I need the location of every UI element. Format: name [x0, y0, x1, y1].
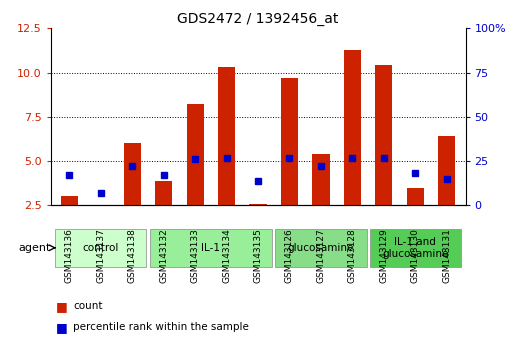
- Bar: [312, 154, 329, 205]
- FancyBboxPatch shape: [369, 229, 460, 267]
- Bar: [343, 50, 360, 205]
- Text: GSM143136: GSM143136: [65, 228, 74, 283]
- Text: GSM143134: GSM143134: [222, 228, 231, 283]
- Bar: [218, 67, 235, 205]
- Text: GSM143130: GSM143130: [410, 228, 419, 283]
- FancyBboxPatch shape: [275, 229, 366, 267]
- Bar: [155, 181, 172, 205]
- Text: IL-1 and
glucosamine: IL-1 and glucosamine: [381, 237, 447, 259]
- Bar: [249, 204, 266, 205]
- Bar: [406, 188, 423, 205]
- Text: ■: ■: [56, 321, 67, 334]
- Text: GSM143126: GSM143126: [284, 228, 293, 283]
- Bar: [437, 136, 454, 205]
- Bar: [280, 78, 297, 205]
- Text: GSM143129: GSM143129: [379, 228, 387, 283]
- FancyBboxPatch shape: [149, 229, 272, 267]
- Text: count: count: [73, 301, 103, 311]
- Bar: [374, 65, 392, 205]
- Bar: [123, 143, 141, 205]
- Text: GSM143135: GSM143135: [253, 228, 262, 283]
- Bar: [61, 196, 78, 205]
- Text: GSM143137: GSM143137: [96, 228, 105, 283]
- Text: GSM143132: GSM143132: [159, 228, 168, 283]
- Text: glucosamine: glucosamine: [287, 243, 354, 253]
- Bar: [186, 104, 204, 205]
- Text: ■: ■: [56, 300, 67, 313]
- Text: GSM143131: GSM143131: [441, 228, 450, 283]
- Title: GDS2472 / 1392456_at: GDS2472 / 1392456_at: [177, 12, 338, 26]
- Text: GSM143138: GSM143138: [128, 228, 136, 283]
- Text: GSM143127: GSM143127: [316, 228, 325, 283]
- Text: agent: agent: [19, 243, 51, 253]
- Text: percentile rank within the sample: percentile rank within the sample: [73, 322, 249, 332]
- Text: IL-1: IL-1: [201, 243, 220, 253]
- Text: control: control: [82, 243, 119, 253]
- FancyBboxPatch shape: [55, 229, 146, 267]
- Text: GSM143128: GSM143128: [347, 228, 356, 283]
- Text: GSM143133: GSM143133: [190, 228, 199, 283]
